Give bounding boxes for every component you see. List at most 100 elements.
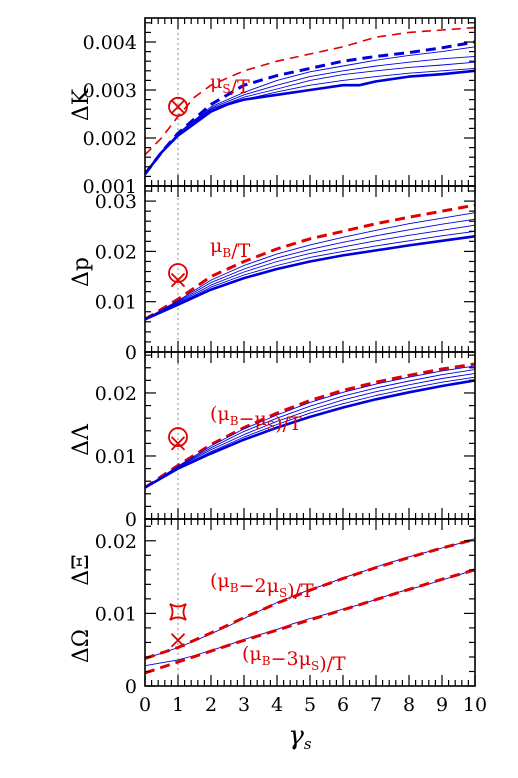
panel-4-annotation-main2: μ xyxy=(267,575,279,597)
panel-3-ylabel: ΔΛ xyxy=(69,423,94,456)
panel-2-series-3 xyxy=(145,218,475,320)
panel-3-annotation-main2: μ xyxy=(255,408,267,430)
panel-2-series-2 xyxy=(145,212,475,320)
panel-4-series-2 xyxy=(145,537,475,660)
panel-2-ytick-label: 0.03 xyxy=(95,191,137,213)
panel-2-ytick-label: 0.01 xyxy=(95,292,137,314)
panel-4-annotation-mid: −2 xyxy=(239,575,267,597)
panel-2-ytick-label: 0.02 xyxy=(95,241,137,263)
panel-3-annotation-rest: )/T xyxy=(275,413,302,435)
panel-1-annotation-main: μ xyxy=(210,71,222,93)
panel-3-series-3 xyxy=(145,369,475,488)
panel-3-ytick-label: 0 xyxy=(125,509,137,531)
panel-4-ytick-label: 0.01 xyxy=(95,603,137,625)
panel-3-series-1 xyxy=(145,362,475,489)
xtick-label: 0 xyxy=(139,694,151,716)
xtick-label: 3 xyxy=(238,694,250,716)
panel-1-marker-circle-x xyxy=(168,96,188,117)
panel-2-ylabel: Δp xyxy=(69,257,94,287)
panel-1-annotation-rest: /T xyxy=(231,76,250,98)
x-axis-label-main: γ xyxy=(288,721,304,751)
xtick-label: 4 xyxy=(271,694,283,716)
panel-2-annotation-main: μ xyxy=(210,235,222,257)
xtick-label: 10 xyxy=(463,694,487,716)
xtick-label: 6 xyxy=(337,694,349,716)
panel-3-ytick-label: 0.01 xyxy=(95,446,137,468)
xtick-label: 9 xyxy=(436,694,448,716)
panel-4-ytick-label: 0 xyxy=(125,676,137,698)
panel-3-series-4 xyxy=(145,372,475,488)
panel-1-series-4 xyxy=(145,55,475,175)
panel-3-series-5 xyxy=(145,376,475,488)
panel-1-series-2 xyxy=(145,40,475,175)
panel-1-ylabel: ΔK xyxy=(69,88,94,121)
panel-4-annotation: (μB−2μS)/T xyxy=(210,570,314,602)
panel-3-marker-x xyxy=(170,436,186,451)
panel-4-ytick-label: 0.02 xyxy=(95,531,137,553)
panel-3-annotation-mid: − xyxy=(239,408,255,430)
panel-4-annotation-2-sub2: S xyxy=(311,659,319,673)
panel-1-ytick-label: 0.004 xyxy=(83,32,137,54)
panel-1-series-7 xyxy=(145,69,475,175)
panel-1-ytick-label: 0.002 xyxy=(83,128,137,150)
panel-2-ytick-label: 0 xyxy=(125,342,137,364)
panel-2: 0 0.01 0.02 0.03 Δp xyxy=(69,185,476,364)
panel-4-annotation-rest: )/T xyxy=(287,580,314,602)
xtick-label: 1 xyxy=(172,694,184,716)
panel-1-ytick-label: 0.001 xyxy=(83,176,137,198)
panel-4-annotation-2: (μB−3μS)/T xyxy=(242,643,346,675)
panel-3-series-6 xyxy=(145,379,475,489)
panel-3-series-2 xyxy=(145,365,475,488)
panel-2-annotation-rest: /T xyxy=(231,240,250,262)
xtick-label: 7 xyxy=(370,694,382,716)
panel-4-annotation-sub1: B xyxy=(230,581,239,595)
panel-3-annotation-main1: μ xyxy=(217,403,229,425)
xtick-label: 8 xyxy=(403,694,415,716)
panel-2-annotation-sub: B xyxy=(222,246,231,260)
panel-4-annotation-2-rest: )/T xyxy=(319,653,346,675)
panel-3-marker-circle xyxy=(168,427,188,447)
panel-4-annotation-2-mid: −3 xyxy=(271,648,299,670)
x-axis-label-sub: s xyxy=(304,735,312,753)
panel-3-annotation-open: ( xyxy=(210,403,217,425)
x-axis-label: γs xyxy=(288,721,312,753)
panel-1-frame xyxy=(144,17,476,187)
panel-4-annotation-sub2: S xyxy=(279,586,287,600)
panel-2-series-4 xyxy=(145,224,475,320)
panel-4-annotation-open: ( xyxy=(210,570,217,592)
panel-3-annotation-sub1: B xyxy=(230,414,239,428)
panel-4-annotation-2-open: ( xyxy=(242,643,249,665)
xtick-label: 5 xyxy=(304,694,316,716)
panel-1-annotation: μS/T xyxy=(210,71,250,98)
panel-1-ytick-label: 0.003 xyxy=(83,80,137,102)
panel-4-annotation-main1: μ xyxy=(217,570,229,592)
panel-4-annotation-2-sub1: B xyxy=(262,654,271,668)
panel-4-marker-star4 xyxy=(169,603,187,621)
panel-2-series-6 xyxy=(145,235,475,321)
panel-2-series-1 xyxy=(145,203,475,321)
panel-4-marker-x xyxy=(170,633,186,648)
panel-1-annotation-sub: S xyxy=(222,82,230,96)
panel-4-ylabel: ΔΩ xyxy=(69,629,94,663)
panel-3-frame xyxy=(144,351,476,520)
panel-3-annotation-sub2: S xyxy=(267,419,275,433)
panel-2-annotation: μB/T xyxy=(210,235,251,262)
panel-1-series-3 xyxy=(145,46,475,175)
xtick-label: 2 xyxy=(205,694,217,716)
panel-4-ylabel2: ΔΞ xyxy=(69,554,94,585)
panel-1-series-6 xyxy=(145,67,475,175)
panel-3-annotation: (μB−μS)/T xyxy=(210,403,302,435)
panel-2-frame xyxy=(144,185,476,353)
panel-2-series-5 xyxy=(145,230,475,320)
panel-1: 0.001 0.002 0.003 0.004 ΔK xyxy=(69,17,476,198)
panel-3-ytick-label: 0.02 xyxy=(95,383,137,405)
panel-4-annotation-2-main2: μ xyxy=(299,648,311,670)
panel-4-series-4 xyxy=(145,568,475,675)
panel-1-series-5 xyxy=(145,61,475,175)
panel-2-marker-x xyxy=(170,272,186,288)
panel-2-marker-circle xyxy=(168,263,188,283)
panel-4-annotation-2-main1: μ xyxy=(249,643,261,665)
